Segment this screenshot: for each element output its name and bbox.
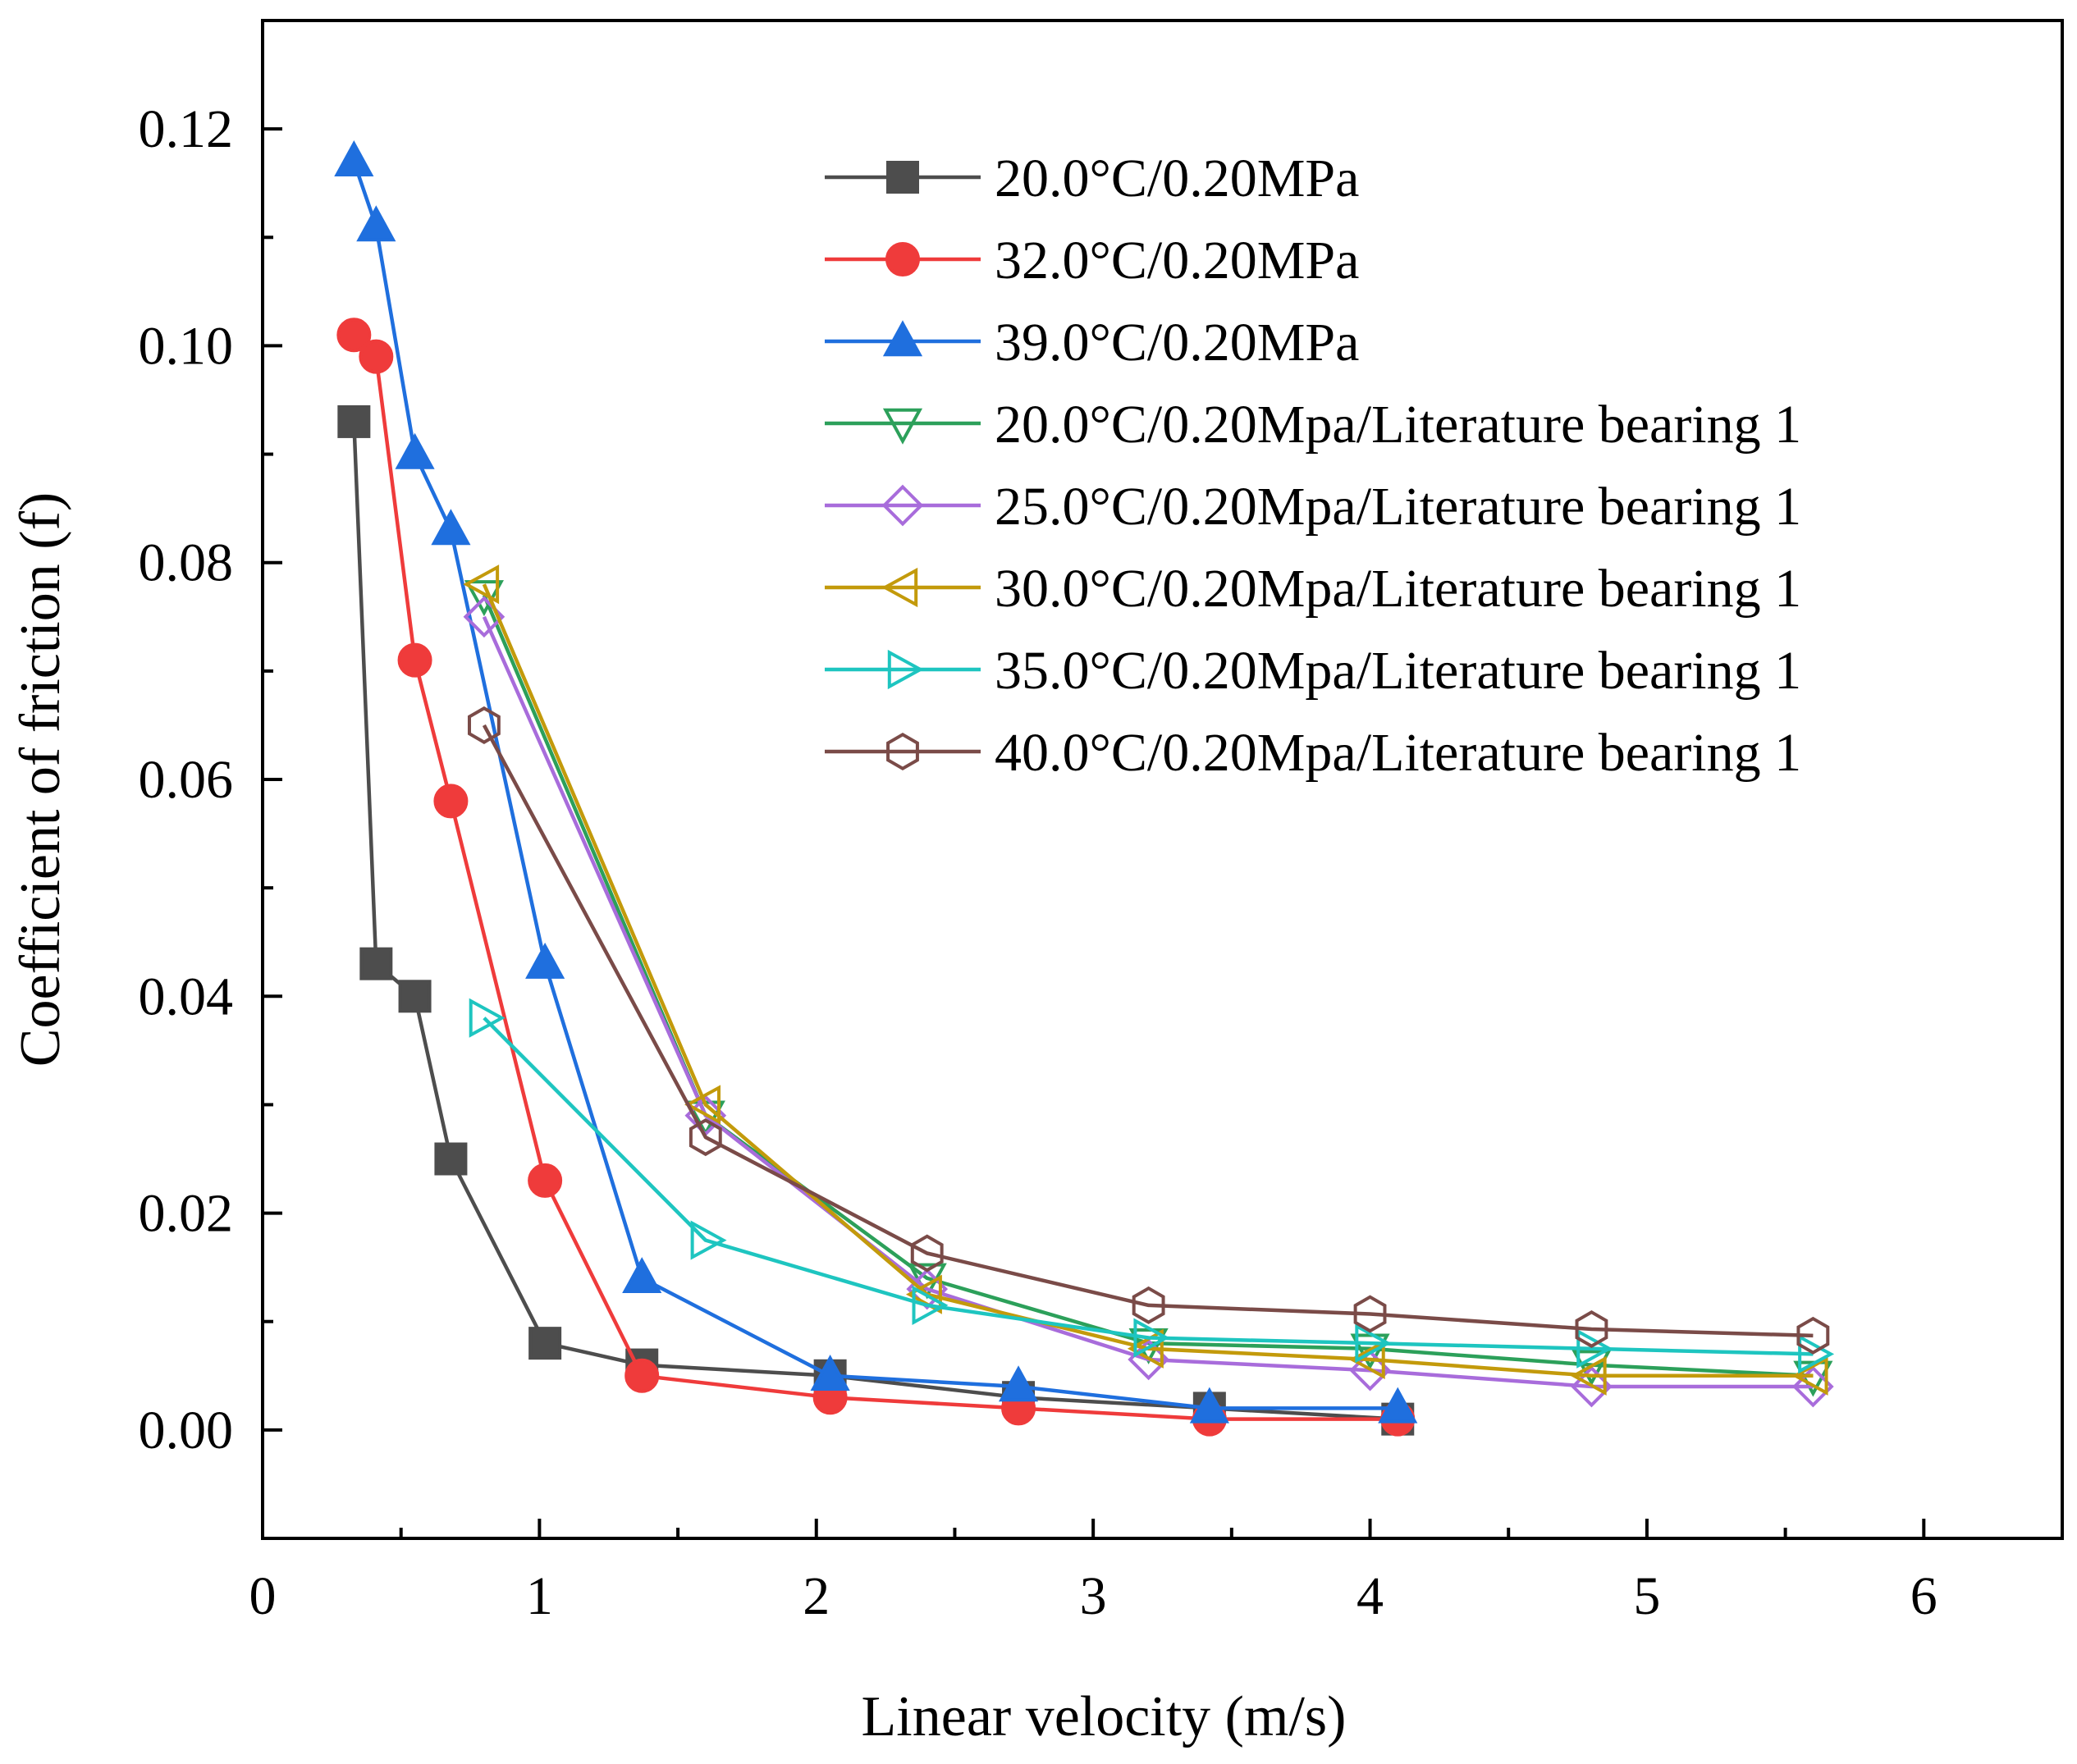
x-tick-label: 0: [249, 1566, 277, 1626]
data-point: [463, 564, 500, 605]
y-tick-label: 0.06: [139, 750, 234, 810]
series-line: [483, 1017, 1814, 1356]
legend: 20.0°C/0.20MPa 32.0°C/0.20MPa 39.0°C/0.20M…: [825, 149, 1801, 783]
y-tick-label: 0.02: [139, 1184, 234, 1244]
legend-marker: [886, 161, 919, 194]
legend-marker: [886, 732, 919, 771]
y-tick-label: 0.10: [139, 316, 234, 376]
y-tick-label: 0.04: [139, 967, 234, 1026]
data-point: [912, 1285, 949, 1325]
data-point: [431, 509, 471, 546]
legend-marker: [882, 320, 923, 357]
data-point: [398, 980, 432, 1013]
legend-label: 35.0°C/0.20Mpa/Literature bearing 1: [995, 641, 1801, 701]
y-axis-ticks: 0.00 0.02 0.04 0.06 0.08 0.10 0.12: [139, 19, 282, 1540]
data-point: [1189, 1387, 1229, 1424]
data-point: [1378, 1387, 1418, 1424]
y-axis-title: Coefficient of friction (f): [9, 492, 72, 1067]
legend-label: 40.0°C/0.20Mpa/Literature bearing 1: [995, 723, 1801, 783]
legend-item: 32.0°C/0.20MPa: [825, 231, 1359, 290]
x-tick-label: 4: [1356, 1566, 1384, 1626]
data-point: [1348, 1339, 1385, 1380]
series-layer: [334, 140, 1835, 1437]
legend-label: 20.0°C/0.20MPa: [995, 149, 1359, 208]
series-3: [334, 140, 1418, 1424]
legend-item: 30.0°C/0.20Mpa/Literature bearing 1: [825, 559, 1801, 619]
data-point: [690, 1220, 727, 1260]
legend-marker: [881, 567, 918, 608]
x-tick-label: 3: [1080, 1566, 1107, 1626]
x-tick-label: 6: [1910, 1566, 1937, 1626]
data-point: [1353, 1295, 1387, 1333]
data-point: [1571, 1350, 1612, 1387]
series-7: [469, 998, 1835, 1374]
data-point: [334, 140, 374, 176]
data-point: [336, 318, 372, 353]
legend-label: 20.0°C/0.20Mpa/Literature bearing 1: [995, 395, 1801, 455]
series-line: [352, 333, 1398, 1421]
data-point: [624, 1358, 660, 1393]
legend-item: 25.0°C/0.20Mpa/Literature bearing 1: [825, 477, 1801, 537]
data-point: [337, 404, 371, 438]
data-point: [810, 1355, 850, 1391]
data-point: [1132, 1286, 1165, 1324]
data-point: [1576, 1328, 1613, 1369]
legend-label: 30.0°C/0.20Mpa/Literature bearing 1: [995, 559, 1801, 619]
data-point: [1791, 1355, 1828, 1396]
series-line: [352, 421, 1398, 1421]
data-point: [359, 947, 393, 980]
data-point: [1355, 1323, 1392, 1364]
data-point: [528, 1327, 562, 1360]
data-point: [1133, 1318, 1170, 1358]
data-point: [1796, 1316, 1830, 1355]
data-point: [684, 1085, 721, 1125]
x-axis-ticks: 0 1 2 3 4 5 6: [249, 1519, 1937, 1626]
legend-label: 39.0°C/0.20MPa: [995, 313, 1359, 372]
data-point: [1127, 1328, 1164, 1369]
data-point: [1798, 1334, 1835, 1374]
data-point: [689, 1118, 722, 1157]
x-tick-label: 5: [1633, 1566, 1660, 1626]
data-point: [1570, 1355, 1607, 1396]
legend-marker: [887, 649, 924, 690]
legend-item: 40.0°C/0.20Mpa/Literature bearing 1: [825, 723, 1801, 783]
series-8: [467, 706, 1830, 1355]
series-line: [482, 724, 1814, 1338]
legend-item: 35.0°C/0.20Mpa/Literature bearing 1: [825, 641, 1801, 701]
legend-marker: [885, 242, 920, 276]
legend-marker: [881, 484, 924, 527]
legend-item: 20.0°C/0.20Mpa/Literature bearing 1: [825, 395, 1801, 455]
data-point: [1575, 1309, 1608, 1348]
x-axis-title: Linear velocity (m/s): [862, 1685, 1347, 1748]
legend-label: 32.0°C/0.20MPa: [995, 231, 1359, 290]
data-point: [998, 1365, 1039, 1402]
data-point: [528, 1163, 563, 1198]
x-tick-label: 1: [526, 1566, 553, 1626]
legend-marker: [882, 408, 923, 445]
data-point: [433, 784, 469, 819]
data-point: [469, 998, 506, 1038]
data-point: [434, 1142, 468, 1176]
y-tick-label: 0.08: [139, 533, 234, 593]
data-point: [395, 432, 435, 469]
data-point: [622, 1257, 662, 1294]
data-point: [397, 642, 432, 678]
data-point: [467, 706, 501, 744]
legend-label: 25.0°C/0.20Mpa/Literature bearing 1: [995, 477, 1801, 537]
data-point: [359, 339, 394, 374]
legend-item: 39.0°C/0.20MPa: [825, 313, 1359, 372]
data-point: [356, 205, 396, 242]
data-point: [910, 1234, 944, 1273]
y-tick-label: 0.12: [139, 99, 234, 159]
y-tick-label: 0.00: [139, 1401, 234, 1460]
series-line: [352, 161, 1398, 1410]
data-point: [525, 942, 565, 979]
legend-item: 20.0°C/0.20MPa: [825, 149, 1359, 208]
x-tick-label: 2: [803, 1566, 830, 1626]
